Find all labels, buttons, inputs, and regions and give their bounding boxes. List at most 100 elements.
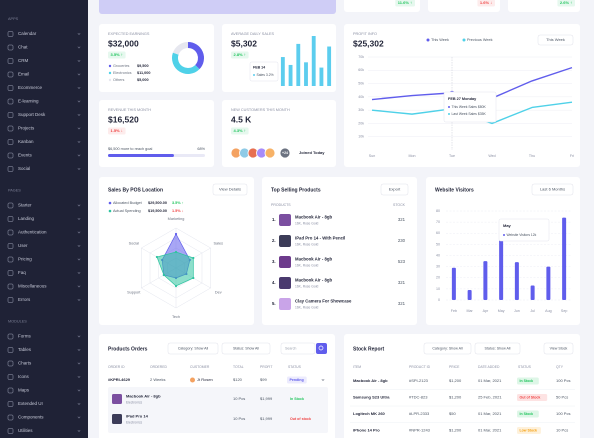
column-header: CUSTOMER (190, 365, 210, 369)
rank: 1. (272, 217, 276, 222)
card (99, 100, 214, 167)
nav-item[interactable]: Maps (18, 388, 30, 393)
button[interactable] (537, 34, 574, 46)
badge-text: 11.6% ↑ (398, 0, 412, 5)
legend-label: Previous Week (467, 38, 493, 42)
nav-item[interactable]: Miscellaneous (18, 284, 47, 289)
status-text: Pending (290, 378, 304, 382)
y-tick-label: 80 (436, 209, 440, 213)
nav-item[interactable]: Utilities (18, 428, 33, 433)
banner (99, 0, 336, 14)
nav-item[interactable]: Ecommerce (18, 85, 43, 90)
bar (280, 57, 285, 86)
chevron-icon (77, 285, 81, 288)
chevron-icon (77, 73, 81, 76)
nav-icon (7, 85, 14, 91)
product-detail: 16K, Rose Gold (295, 242, 318, 246)
card-title: PROFIT INFO (353, 32, 377, 36)
nav-item[interactable]: Authentication (18, 230, 47, 235)
y-tick-label: 20k (358, 121, 364, 125)
axis-label: Dev (215, 290, 222, 294)
button[interactable] (167, 342, 219, 355)
stock-value: 321 (398, 217, 406, 222)
nav-item[interactable]: Chat (18, 45, 28, 50)
status-badge (517, 427, 541, 434)
badge (108, 51, 126, 59)
avatar (264, 147, 276, 159)
section-title: APPS (8, 17, 19, 21)
button[interactable] (380, 183, 409, 196)
column-header: STATUS (288, 365, 302, 369)
nav-item[interactable]: Support Desk (18, 112, 46, 117)
badge-text: 1.6% ↓ (480, 0, 492, 5)
search-box[interactable] (280, 342, 316, 355)
nav-item[interactable]: Forms (18, 334, 31, 339)
nav-icon (7, 166, 14, 172)
badge-text: 2.8% ↑ (234, 52, 246, 57)
search-button[interactable] (316, 343, 327, 354)
tooltip (498, 218, 550, 242)
donut-slice (187, 42, 204, 70)
radar-point (162, 273, 165, 277)
table-cell: 100 Pcs (556, 411, 570, 416)
button[interactable] (212, 183, 248, 196)
status-text: Out of stock (290, 417, 311, 421)
nav-item[interactable]: User (18, 243, 28, 248)
nav-item[interactable]: Charts (18, 361, 32, 366)
tooltip-dot (448, 106, 450, 108)
card-title: Stock Report (353, 346, 384, 352)
chevron-icon (77, 218, 81, 221)
legend-value: $29,500.00 (148, 201, 167, 205)
column-header: PRICE (449, 365, 460, 369)
nav-item[interactable]: Errors (18, 297, 31, 302)
y-tick-label: 50 (436, 242, 440, 246)
nav-item[interactable]: Landing (18, 216, 35, 221)
nav-icon (7, 414, 14, 421)
nav-item[interactable]: Social (18, 166, 30, 171)
rank: 4. (272, 280, 276, 285)
nav-item[interactable]: Projects (18, 126, 35, 131)
button[interactable] (423, 342, 472, 355)
card-title: Website Visitors (435, 187, 474, 193)
nav-item[interactable]: Starter (18, 203, 32, 208)
button-text: This Week (546, 37, 565, 42)
product-name: Clay Camera For Showcase (295, 299, 352, 304)
status-text: Low Stock (520, 428, 538, 432)
nav-item[interactable]: E-learning (18, 99, 39, 104)
nav-item[interactable]: Kanban (18, 139, 34, 144)
tooltip-title: FEB 14 (253, 65, 265, 69)
button[interactable] (543, 342, 574, 355)
button[interactable] (474, 342, 521, 355)
legend-dot (426, 38, 430, 42)
chevron-icon (77, 33, 81, 36)
product-name: Macbook Air - 8gb (295, 278, 332, 283)
rank: 5. (272, 301, 276, 306)
card-value: 4.5 K (231, 114, 252, 124)
nav-item[interactable]: Email (18, 72, 29, 77)
y-tick-label: 60 (436, 231, 440, 235)
nav-item[interactable]: Tables (18, 347, 32, 352)
y-tick-label: 30 (436, 265, 440, 269)
chevron-icon (77, 362, 81, 365)
radar-point (155, 255, 159, 259)
button[interactable] (221, 342, 271, 355)
nav-item[interactable]: Events (18, 153, 33, 158)
nav-item[interactable]: Icons (18, 374, 30, 379)
product-name: iPad Pro 14 (126, 414, 149, 419)
nav-item[interactable]: CRM (18, 58, 28, 63)
legend-value: $5,000 (137, 78, 149, 82)
nav-item[interactable]: Pricing (18, 257, 32, 262)
table-cell: $1,200 (449, 378, 462, 383)
y-tick-label: 50k (358, 82, 364, 86)
nav-icon (7, 256, 14, 263)
radar-point (174, 232, 178, 236)
x-tick-label: Jun (514, 309, 520, 313)
nav-item[interactable]: Extended UI (18, 401, 43, 406)
nav-item[interactable]: Calendar (18, 31, 37, 36)
stock-value: 321 (398, 280, 406, 285)
nav-item[interactable]: Components (18, 415, 44, 420)
button[interactable] (531, 183, 574, 196)
nav-item[interactable]: Faq (18, 270, 26, 275)
card-value: $5,302 (231, 38, 257, 48)
chevron-icon (77, 127, 81, 130)
